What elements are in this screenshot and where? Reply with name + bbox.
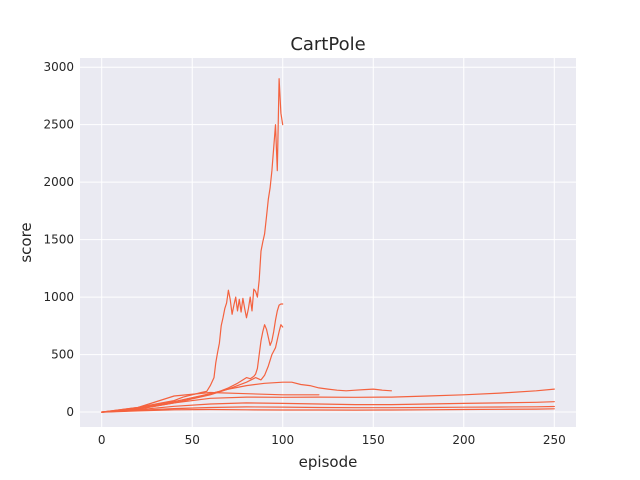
y-tick-label: 2000: [43, 175, 74, 189]
x-tick-label: 0: [98, 433, 106, 447]
series-line-5: [101, 388, 555, 413]
series-line-8: [101, 408, 555, 413]
y-tick-label: 0: [66, 405, 74, 419]
series-line-1: [101, 78, 284, 413]
plot-area: [80, 58, 576, 427]
y-tick-label: 1000: [43, 290, 74, 304]
series-line-6: [101, 401, 555, 413]
series-line-3: [101, 324, 284, 413]
y-tick-label: 2500: [43, 118, 74, 132]
y-tick-label: 500: [51, 348, 74, 362]
x-tick-label: 150: [362, 433, 385, 447]
x-tick-label: 50: [185, 433, 200, 447]
x-tick-label: 250: [543, 433, 566, 447]
y-tick-label: 3000: [43, 60, 74, 74]
x-axis-label: episode: [299, 453, 358, 471]
x-tick-label: 100: [271, 433, 294, 447]
series-line-9: [101, 391, 320, 413]
series-line-7: [101, 405, 555, 413]
grid-lines: [80, 58, 576, 427]
y-axis-label: score: [17, 222, 35, 262]
series-group: [101, 78, 555, 413]
chart-title: CartPole: [290, 34, 365, 55]
y-tick-label: 1500: [43, 233, 74, 247]
x-tick-label: 200: [452, 433, 475, 447]
